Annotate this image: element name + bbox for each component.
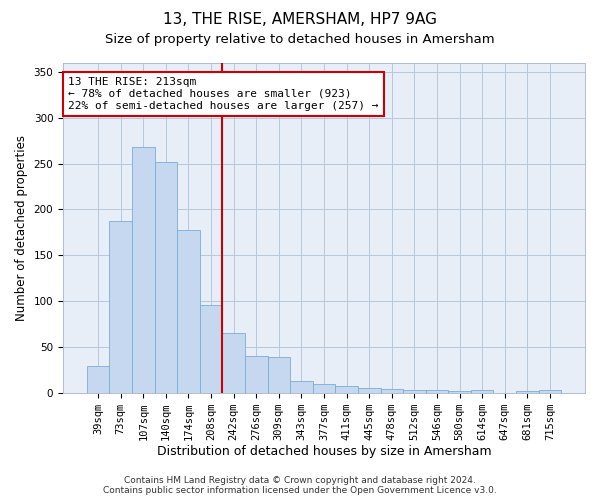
- Y-axis label: Number of detached properties: Number of detached properties: [15, 135, 28, 321]
- Bar: [425, 390, 448, 393]
- Bar: [313, 384, 335, 393]
- Bar: [380, 388, 403, 393]
- Bar: [516, 392, 539, 393]
- Text: Size of property relative to detached houses in Amersham: Size of property relative to detached ho…: [105, 32, 495, 46]
- Bar: [268, 358, 290, 393]
- Bar: [403, 390, 425, 393]
- Text: Contains HM Land Registry data © Crown copyright and database right 2024.
Contai: Contains HM Land Registry data © Crown c…: [103, 476, 497, 495]
- Bar: [109, 222, 132, 393]
- Bar: [358, 388, 380, 393]
- Bar: [448, 392, 471, 393]
- Bar: [155, 162, 177, 393]
- Bar: [87, 366, 109, 393]
- Bar: [245, 356, 268, 393]
- Bar: [335, 386, 358, 393]
- Text: 13 THE RISE: 213sqm
← 78% of detached houses are smaller (923)
22% of semi-detac: 13 THE RISE: 213sqm ← 78% of detached ho…: [68, 78, 379, 110]
- X-axis label: Distribution of detached houses by size in Amersham: Distribution of detached houses by size …: [157, 444, 491, 458]
- Text: 13, THE RISE, AMERSHAM, HP7 9AG: 13, THE RISE, AMERSHAM, HP7 9AG: [163, 12, 437, 28]
- Bar: [471, 390, 493, 393]
- Bar: [223, 334, 245, 393]
- Bar: [200, 305, 223, 393]
- Bar: [132, 147, 155, 393]
- Bar: [290, 381, 313, 393]
- Bar: [177, 230, 200, 393]
- Bar: [539, 390, 561, 393]
